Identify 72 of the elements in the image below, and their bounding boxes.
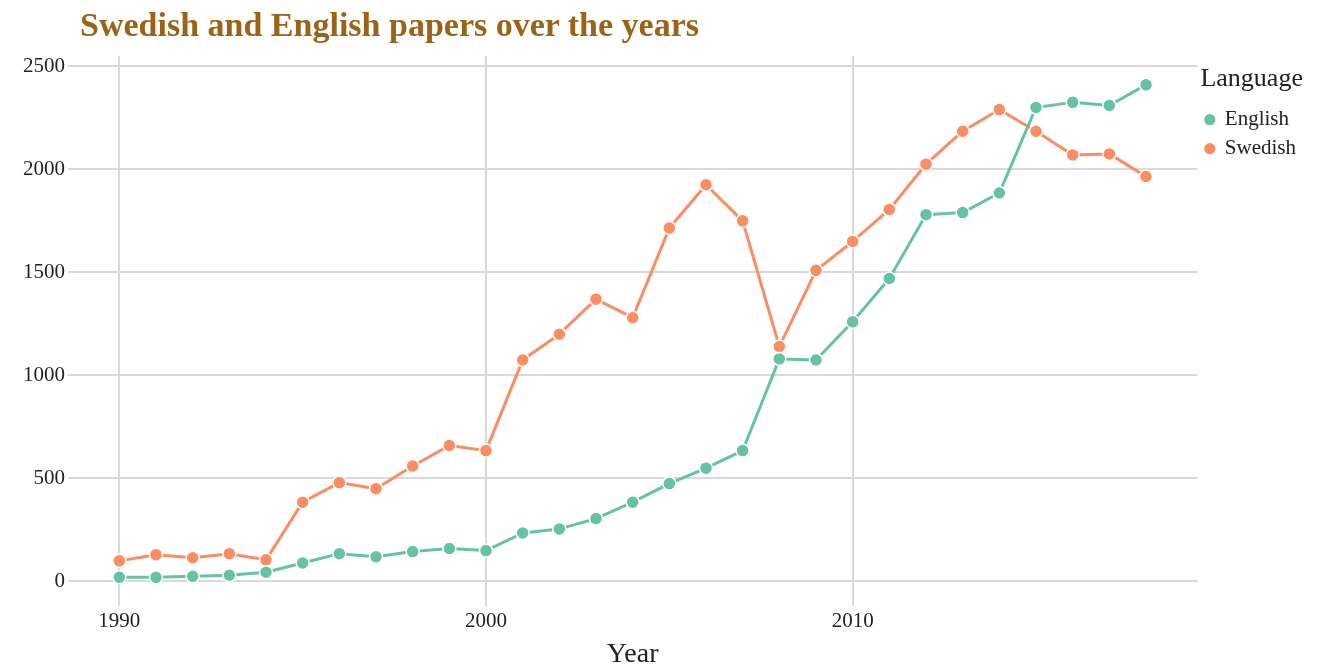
point <box>1028 100 1044 115</box>
point <box>368 481 384 496</box>
point <box>442 541 457 556</box>
point <box>552 521 567 537</box>
point <box>1065 95 1080 110</box>
point <box>515 525 530 541</box>
point <box>662 476 677 491</box>
point <box>515 352 530 368</box>
point <box>552 326 567 342</box>
point <box>222 546 237 561</box>
y-tick-label: 1500 <box>23 258 65 283</box>
point <box>258 564 274 580</box>
point <box>442 438 457 453</box>
point <box>808 263 824 278</box>
point <box>1138 77 1154 93</box>
point <box>368 549 384 564</box>
point <box>222 568 237 583</box>
chart-title: Swedish and English papers over the years <box>80 6 700 44</box>
y-tick-label: 500 <box>33 464 65 489</box>
point <box>1102 146 1117 162</box>
point <box>1102 98 1117 113</box>
point <box>772 351 787 367</box>
point <box>992 185 1007 201</box>
y-tick-label: 1000 <box>23 361 65 386</box>
point <box>955 123 970 139</box>
point <box>405 458 420 474</box>
point <box>148 547 164 562</box>
point <box>588 511 604 526</box>
legend-label: English <box>1224 106 1290 131</box>
y-tick-label: 0 <box>54 567 65 592</box>
point <box>148 570 164 585</box>
point <box>588 291 604 307</box>
legend-title: Language <box>1200 62 1303 92</box>
x-tick-label: 1990 <box>98 608 141 633</box>
point <box>185 550 200 566</box>
point <box>808 352 824 368</box>
x-tick-label: 2000 <box>465 608 507 633</box>
point <box>332 475 347 490</box>
point <box>882 271 897 286</box>
point <box>112 553 127 569</box>
point <box>955 205 970 220</box>
point <box>625 310 640 325</box>
point <box>332 546 347 561</box>
point <box>735 213 750 229</box>
point <box>112 570 127 585</box>
point <box>698 460 714 476</box>
point <box>258 552 274 568</box>
x-tick-label: 2010 <box>831 608 874 633</box>
legend-label: Swedish <box>1224 135 1297 160</box>
point <box>405 544 420 559</box>
point <box>478 443 494 458</box>
x-axis-title: Year <box>606 636 660 668</box>
y-tick-label: 2000 <box>23 155 65 180</box>
point <box>845 234 860 249</box>
point <box>662 220 677 236</box>
point <box>1138 169 1154 184</box>
point <box>845 314 860 330</box>
point <box>295 494 310 510</box>
point <box>992 102 1007 117</box>
point <box>295 555 310 571</box>
point <box>882 202 897 217</box>
point <box>1065 147 1080 163</box>
point <box>478 543 494 558</box>
point <box>1028 123 1044 139</box>
point <box>625 494 640 510</box>
point <box>698 177 714 193</box>
y-tick-label: 2500 <box>23 52 65 77</box>
point <box>772 339 787 354</box>
point <box>735 443 750 458</box>
point <box>918 207 934 222</box>
point <box>918 156 934 172</box>
point <box>185 569 200 584</box>
